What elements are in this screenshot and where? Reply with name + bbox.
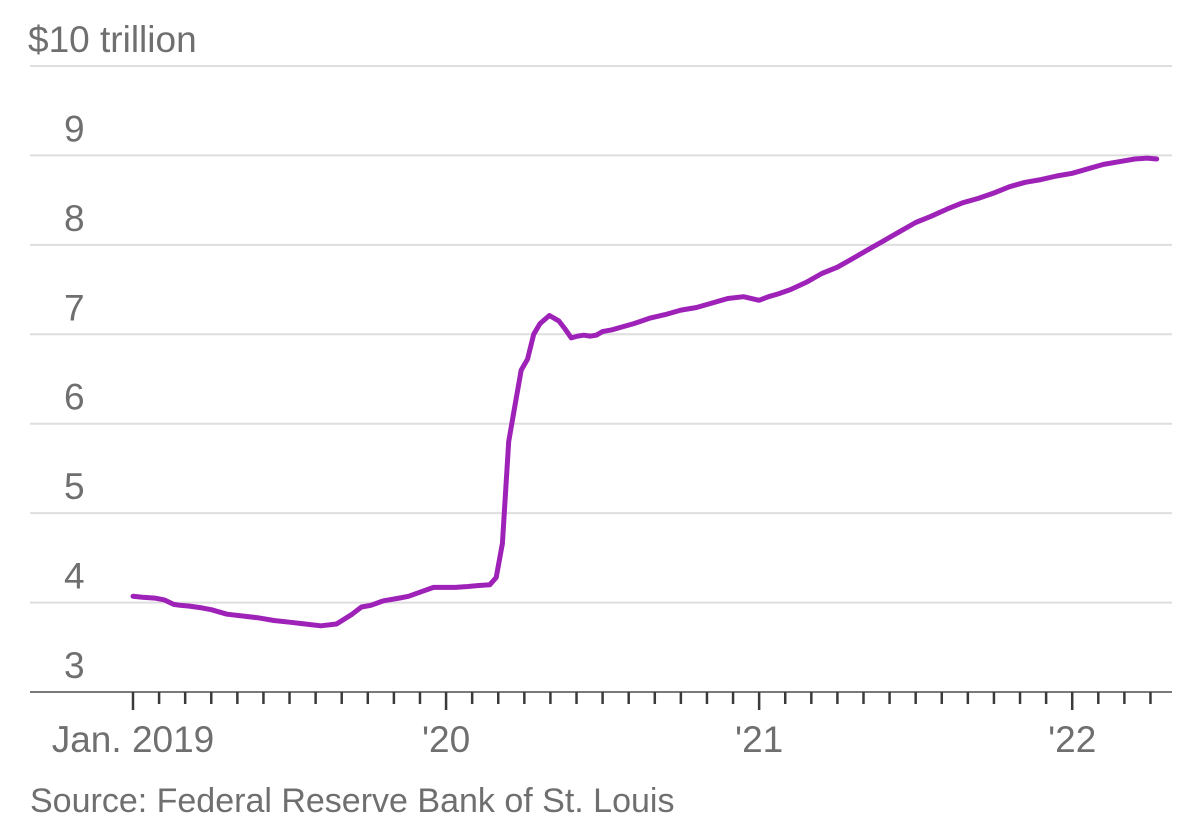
y-tick-label-10: $10 trillion <box>28 19 197 60</box>
y-tick-label-7: 7 <box>64 287 85 328</box>
source-note: Source: Federal Reserve Bank of St. Loui… <box>30 782 674 820</box>
series-line-total-assets <box>130 155 1160 629</box>
y-tick-label-8: 8 <box>64 198 85 239</box>
x-axis-labels: Jan. 2019 '20 '21 '22 <box>52 719 1097 760</box>
y-tick-label-4: 4 <box>64 556 85 597</box>
y-tick-label-5: 5 <box>64 466 85 507</box>
x-tick-label-1: '20 <box>422 719 470 760</box>
x-tick-label-0: Jan. 2019 <box>52 719 215 760</box>
x-tick-label-3: '22 <box>1048 719 1096 760</box>
y-tick-label-3: 3 <box>64 645 85 686</box>
y-axis-labels: 3 4 5 6 7 8 9 $10 trillion <box>28 19 197 686</box>
y-tick-label-9: 9 <box>64 108 85 149</box>
grid-lines <box>30 65 1172 604</box>
x-tick-label-2: '21 <box>735 719 783 760</box>
x-axis-ticks <box>131 692 1152 710</box>
y-tick-label-6: 6 <box>64 377 85 418</box>
